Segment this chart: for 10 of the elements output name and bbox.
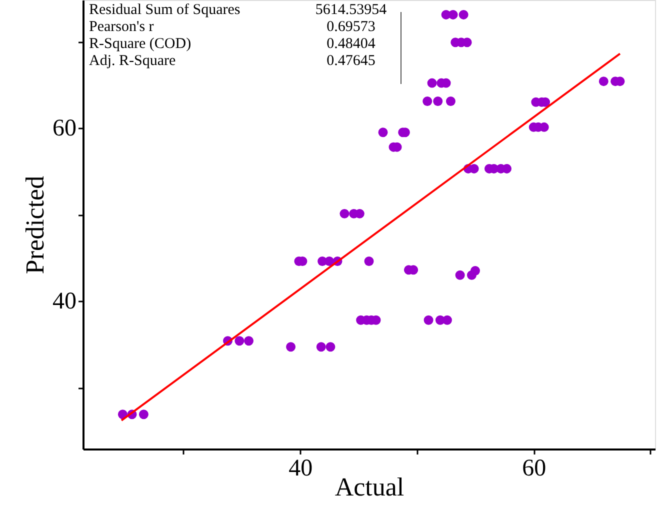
annotation: 5614.53954: [315, 2, 388, 18]
x-axis-title: Actual: [334, 472, 404, 502]
y-axis-title: Predicted: [20, 176, 50, 274]
annotation: 0.48404: [326, 36, 376, 52]
annotation: R-Square (COD): [89, 36, 192, 52]
annotation: 0.47645: [326, 53, 376, 69]
annotation: 0.69573: [326, 19, 376, 35]
annotation: Residual Sum of Squares: [89, 2, 240, 18]
annotation: Adj. R-Square: [89, 53, 176, 69]
annotation: Pearson's r: [89, 19, 154, 35]
